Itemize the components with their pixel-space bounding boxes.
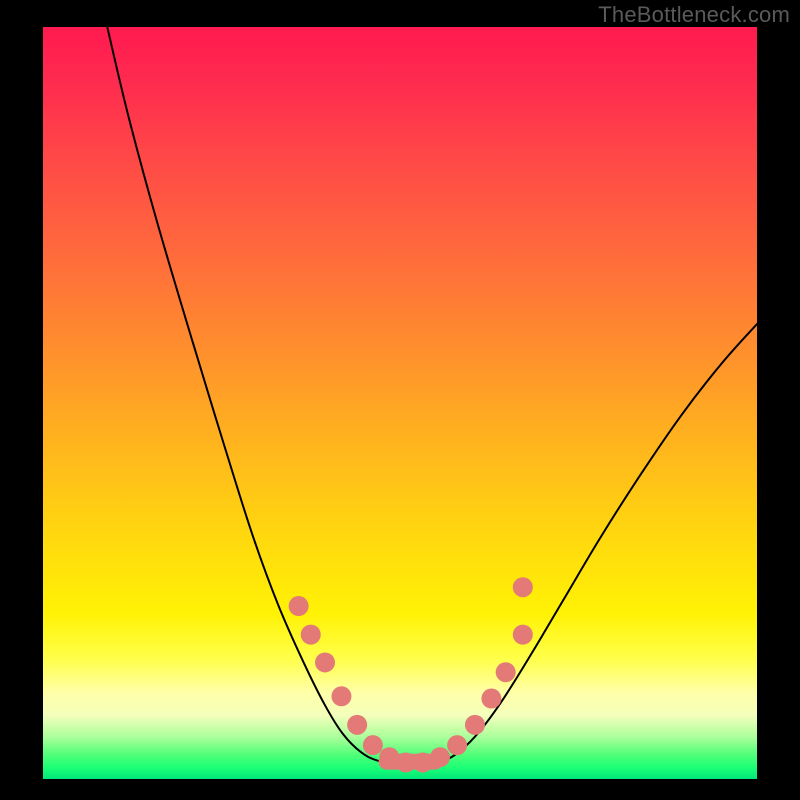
marker-dot: [289, 596, 309, 616]
plot-area: [43, 27, 757, 779]
chart-container: TheBottleneck.com: [0, 0, 800, 800]
marker-dot: [481, 689, 501, 709]
marker-dot: [496, 662, 516, 682]
marker-dot: [396, 752, 416, 772]
curve-overlay: [43, 27, 757, 779]
marker-dot: [513, 577, 533, 597]
marker-dot: [315, 652, 335, 672]
v-curve: [107, 27, 757, 764]
marker-dot: [363, 735, 383, 755]
marker-dot: [430, 747, 450, 767]
marker-dot: [331, 686, 351, 706]
marker-dot: [447, 735, 467, 755]
marker-dot: [301, 625, 321, 645]
marker-dot: [513, 625, 533, 645]
marker-dot: [347, 715, 367, 735]
watermark-text: TheBottleneck.com: [598, 2, 790, 28]
marker-dot: [465, 715, 485, 735]
marker-dot: [413, 752, 433, 772]
